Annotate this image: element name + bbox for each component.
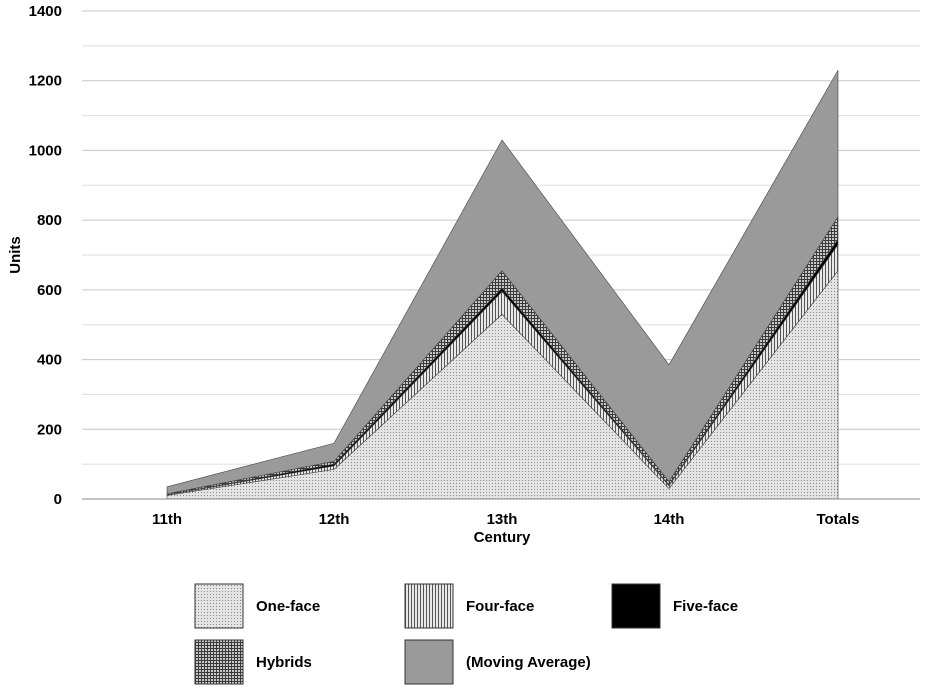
y-tick-label: 600 [37,282,62,299]
legend-item: One-face [194,583,320,629]
y-tick-label: 200 [37,421,62,438]
x-tick-label: 14th [654,511,685,528]
legend-item: Five-face [611,583,738,629]
legend: One-face Four-face Five-face Hybrids (Moving… [194,583,738,685]
legend-label: (Moving Average) [466,654,591,671]
area-moving-average [166,69,839,495]
x-tick-label: Totals [816,511,859,528]
legend-swatch [611,583,661,629]
y-tick-label: 1400 [29,3,62,20]
legend-label: Four-face [466,598,534,615]
legend-label: One-face [256,598,320,615]
x-tick-labels: 11th 12th 13th 14th Totals [152,511,860,528]
legend-label: Five-face [673,598,738,615]
legend-item: Four-face [404,583,534,629]
series-areas [166,69,839,500]
x-tick-label: 11th [152,511,182,528]
legend-swatch [194,583,244,629]
y-tick-label: 1000 [29,142,62,159]
y-tick-label: 800 [37,212,62,229]
y-axis-title: Units [7,236,24,274]
y-tick-label: 400 [37,352,62,369]
legend-swatch [194,639,244,685]
legend-item: Hybrids [194,639,312,685]
legend-item: (Moving Average) [404,639,591,685]
x-tick-label: 13th [487,511,518,528]
legend-swatch [404,639,454,685]
y-tick-label: 0 [54,491,62,508]
legend-swatch [404,583,454,629]
x-axis-title: Century [474,529,531,546]
y-tick-label: 1200 [29,73,62,90]
x-tick-label: 12th [319,511,350,528]
y-tick-labels: 0 200 400 600 800 1000 1200 1400 [29,3,62,508]
legend-label: Hybrids [256,654,312,671]
